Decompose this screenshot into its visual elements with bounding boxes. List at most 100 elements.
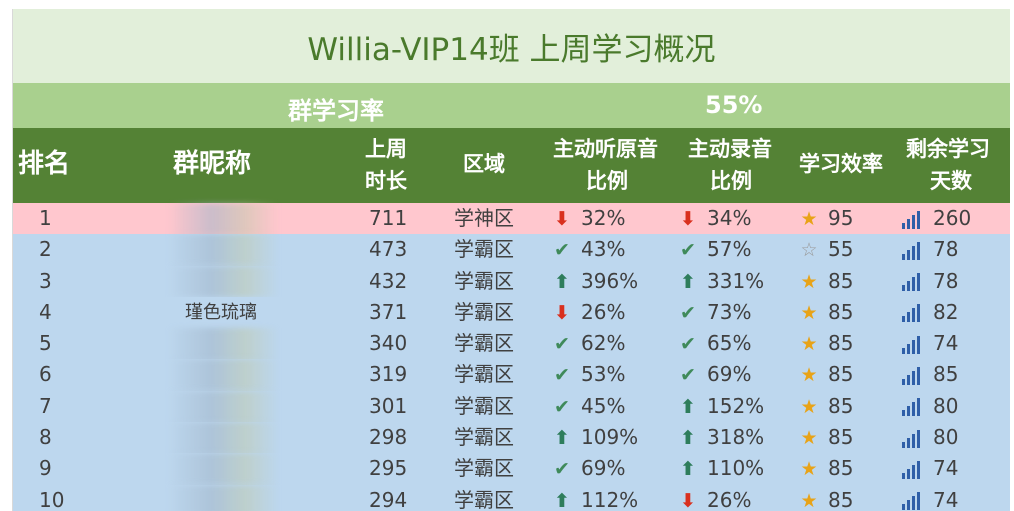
days-left-cell[interactable]: 80 <box>901 422 958 453</box>
rank-cell[interactable]: 8 <box>39 422 52 453</box>
listen-ratio-cell[interactable]: ✔ 69% <box>551 453 625 484</box>
zone-cell[interactable]: 学神区 <box>454 203 514 234</box>
listen-ratio-cell[interactable]: ⬆ 396% <box>551 266 638 297</box>
hours-cell[interactable]: 711 <box>369 203 407 234</box>
zone-cell[interactable]: 学霸区 <box>454 359 514 390</box>
zone-cell[interactable]: 学霸区 <box>454 453 514 484</box>
record-ratio-cell[interactable]: ✔ 73% <box>677 297 751 328</box>
days-left-cell[interactable]: 80 <box>901 391 958 422</box>
efficiency-cell[interactable]: ☆ 55 <box>798 234 853 265</box>
rank-cell[interactable]: 4 <box>39 297 52 328</box>
hours-cell[interactable]: 319 <box>369 359 407 390</box>
zone-cell[interactable]: 学霸区 <box>454 297 514 328</box>
rank-cell[interactable]: 9 <box>39 453 52 484</box>
record-ratio-cell[interactable]: ⬆ 331% <box>677 266 764 297</box>
listen-ratio-cell[interactable]: ⬆ 109% <box>551 422 638 453</box>
hours-cell[interactable]: 295 <box>369 453 407 484</box>
days-left-cell[interactable]: 74 <box>901 453 958 484</box>
table-row[interactable]: 9 295 学霸区 ✔ 69% ⬆ 110% ★ 85 74 <box>13 453 1010 485</box>
rank-cell[interactable]: 1 <box>39 203 52 234</box>
efficiency-text: 85 <box>828 331 854 356</box>
nickname-cell[interactable]: 瑾色琉璃 <box>161 297 281 328</box>
efficiency-cell[interactable]: ★ 85 <box>798 422 853 453</box>
efficiency-cell[interactable]: ★ 85 <box>798 453 853 484</box>
nickname-cell[interactable] <box>161 203 281 234</box>
table-row[interactable]: 10 294 学霸区 ⬆ 112% ⬇ 26% ★ 85 74 <box>13 484 1010 511</box>
rank-cell[interactable]: 6 <box>39 359 52 390</box>
record-ratio-cell[interactable]: ⬆ 318% <box>677 422 764 453</box>
report-title-row[interactable]: Willia-VIP14班 上周学习概况 <box>13 9 1010 83</box>
record-ratio-cell[interactable]: ✔ 65% <box>677 328 751 359</box>
efficiency-cell[interactable]: ★ 85 <box>798 359 853 390</box>
listen-ratio-cell[interactable]: ⬇ 32% <box>551 203 625 234</box>
zone-cell[interactable]: 学霸区 <box>454 422 514 453</box>
listen-ratio-cell[interactable]: ✔ 43% <box>551 234 625 265</box>
efficiency-cell[interactable]: ★ 85 <box>798 485 853 511</box>
nickname-cell[interactable] <box>161 485 281 511</box>
listen-ratio-cell[interactable]: ⬇ 26% <box>551 297 625 328</box>
table-row[interactable]: 5 340 学霸区 ✔ 62% ✔ 65% ★ 85 74 <box>13 328 1010 360</box>
table-row[interactable]: 2 473 学霸区 ✔ 43% ✔ 57% ☆ 55 78 <box>13 234 1010 266</box>
redacted-nickname <box>168 328 278 360</box>
hours-cell[interactable]: 371 <box>369 297 407 328</box>
table-row[interactable]: 4 瑾色琉璃 371 学霸区 ⬇ 26% ✔ 73% ★ 85 82 <box>13 296 1010 329</box>
record-ratio-cell[interactable]: ✔ 57% <box>677 234 751 265</box>
rank-cell[interactable]: 7 <box>39 391 52 422</box>
days-left-cell[interactable]: 74 <box>901 485 958 511</box>
zone-cell[interactable]: 学霸区 <box>454 266 514 297</box>
hours-cell[interactable]: 473 <box>369 234 407 265</box>
days-left-text: 85 <box>933 362 959 387</box>
days-left-cell[interactable]: 78 <box>901 234 958 265</box>
record-ratio-cell[interactable]: ⬆ 110% <box>677 453 764 484</box>
summary-row[interactable]: 群学习率 55% <box>13 83 1010 128</box>
zone-cell[interactable]: 学霸区 <box>454 391 514 422</box>
zone-cell[interactable]: 学霸区 <box>454 234 514 265</box>
table-row[interactable]: 3 432 学霸区 ⬆ 396% ⬆ 331% ★ 85 78 <box>13 265 1010 297</box>
days-left-cell[interactable]: 85 <box>901 359 958 390</box>
record-ratio-cell[interactable]: ⬇ 34% <box>677 203 751 234</box>
nickname-cell[interactable] <box>161 359 281 390</box>
rank-cell[interactable]: 5 <box>39 328 52 359</box>
nickname-cell[interactable] <box>161 422 281 453</box>
nickname-cell[interactable] <box>161 266 281 297</box>
record-ratio-cell[interactable]: ✔ 69% <box>677 359 751 390</box>
rank-cell[interactable]: 2 <box>39 234 52 265</box>
hours-cell[interactable]: 294 <box>369 485 407 511</box>
zone-cell[interactable]: 学霸区 <box>454 485 514 511</box>
listen-ratio-text: 45% <box>581 393 626 418</box>
record-ratio-cell[interactable]: ⬇ 26% <box>677 485 751 511</box>
rank-cell[interactable]: 10 <box>39 485 64 511</box>
efficiency-cell[interactable]: ★ 85 <box>798 297 853 328</box>
days-left-cell[interactable]: 82 <box>901 297 958 328</box>
days-left-cell[interactable]: 74 <box>901 328 958 359</box>
hours-cell[interactable]: 301 <box>369 391 407 422</box>
table-row[interactable]: 1 711 学神区 ⬇ 32% ⬇ 34% ★ 95 260 <box>13 203 1010 235</box>
days-left-cell[interactable]: 78 <box>901 266 958 297</box>
up-arrow-icon: ⬆ <box>680 395 696 418</box>
listen-ratio-cell[interactable]: ⬆ 112% <box>551 485 638 511</box>
listen-ratio-cell[interactable]: ✔ 45% <box>551 391 625 422</box>
hours-cell[interactable]: 298 <box>369 422 407 453</box>
listen-ratio-cell[interactable]: ✔ 53% <box>551 359 625 390</box>
table-row[interactable]: 7 301 学霸区 ✔ 45% ⬆ 152% ★ 85 80 <box>13 390 1010 423</box>
table-row[interactable]: 8 298 学霸区 ⬆ 109% ⬆ 318% ★ 85 80 <box>13 422 1010 454</box>
efficiency-cell[interactable]: ★ 85 <box>798 266 853 297</box>
listen-ratio-cell[interactable]: ✔ 62% <box>551 328 625 359</box>
hours-cell[interactable]: 340 <box>369 328 407 359</box>
days-left-cell[interactable]: 260 <box>901 203 971 234</box>
rank-cell[interactable]: 3 <box>39 266 52 297</box>
header-row[interactable]: 排名 群昵称 上周 时长 区域 主动听原音 比例 主动录音 比例 学习效率 剩余… <box>13 128 1010 203</box>
record-ratio-cell[interactable]: ⬆ 152% <box>677 391 764 422</box>
efficiency-cell[interactable]: ★ 95 <box>798 203 853 234</box>
nickname-cell[interactable] <box>161 234 281 265</box>
nickname-cell[interactable] <box>161 453 281 484</box>
efficiency-cell[interactable]: ★ 85 <box>798 391 853 422</box>
hours-cell[interactable]: 432 <box>369 266 407 297</box>
efficiency-cell[interactable]: ★ 85 <box>798 328 853 359</box>
nickname-cell[interactable] <box>161 391 281 422</box>
days-left-text: 74 <box>933 331 959 356</box>
nickname-cell[interactable] <box>161 328 281 359</box>
table-row[interactable]: 6 319 学霸区 ✔ 53% ✔ 69% ★ 85 85 <box>13 359 1010 391</box>
record-ratio-text: 318% <box>707 425 765 450</box>
zone-cell[interactable]: 学霸区 <box>454 328 514 359</box>
